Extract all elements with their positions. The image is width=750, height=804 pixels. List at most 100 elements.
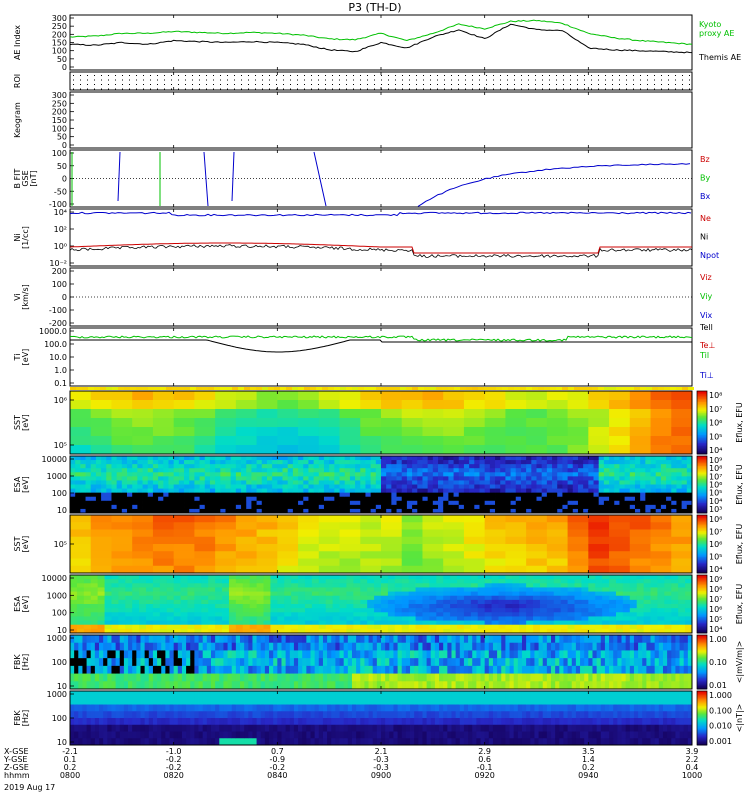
fbk-efield-cell — [244, 635, 249, 643]
esa-ion-cell — [436, 596, 443, 601]
fbk-efield-cell — [443, 681, 448, 689]
esa-electron-cell — [179, 497, 185, 501]
esa-ion-cell — [340, 612, 347, 617]
esa-electron-cell — [360, 476, 366, 480]
esa-electron-cell — [293, 468, 299, 472]
esa-electron-cell — [205, 456, 211, 460]
esa-electron-cell — [158, 472, 164, 476]
sst-ion-cell — [257, 530, 278, 538]
sst-ion-cell — [485, 537, 506, 545]
fbk-efield-cell — [232, 666, 237, 674]
esa-electron-cell — [355, 460, 361, 464]
roi-dot — [122, 84, 123, 85]
esa-electron-cell — [153, 464, 159, 468]
sst-ion-cell — [609, 515, 630, 523]
roi-dot — [570, 80, 571, 81]
fbk-efield-cell — [493, 658, 498, 666]
esa-ion-cell — [644, 625, 651, 630]
fbk-efield-cell — [140, 650, 145, 658]
esa-electron-cell — [656, 489, 662, 493]
sst-ion-cell — [671, 544, 692, 552]
sst-electron-cell — [526, 400, 547, 409]
esa-ion-cell — [623, 587, 630, 592]
esa-electron-cell — [552, 456, 558, 460]
esa-electron-cell — [288, 497, 294, 501]
esa-ion-cell — [340, 608, 347, 613]
fbk-efield-cell — [485, 658, 490, 666]
esa-electron-cell — [220, 456, 226, 460]
sst-ion-cell — [526, 551, 547, 559]
esa-ion-cell — [167, 600, 174, 605]
esa-electron-cell — [350, 505, 356, 509]
esa-electron-cell — [381, 456, 387, 460]
esa-ion-cell — [236, 616, 243, 621]
esa-ion-cell — [540, 583, 547, 588]
esa-electron-cell — [562, 485, 568, 489]
esa-ion-cell — [554, 621, 561, 626]
fbk-efield-cell — [157, 666, 162, 674]
esa-ion-cell — [215, 587, 222, 592]
roi-dot — [353, 84, 354, 85]
esa-electron-cell — [412, 456, 418, 460]
flag-cell — [634, 387, 640, 390]
fbk-efield-cell — [194, 681, 199, 689]
esa-electron-cell — [573, 460, 579, 464]
sst-ion-cell — [588, 551, 609, 559]
sst-ion-cell — [443, 544, 464, 552]
roi-dot — [661, 84, 662, 85]
esa-ion-cell — [70, 600, 77, 605]
fbk-efield-cell — [530, 643, 535, 651]
esa-electron-cell — [303, 472, 309, 476]
fbk-efield-cell — [352, 635, 357, 643]
flag-cell — [310, 387, 316, 390]
esa-ion-cell — [305, 616, 312, 621]
roi-dot — [171, 89, 172, 90]
roi-dot — [528, 89, 529, 90]
fbk-efield-cell — [510, 643, 515, 651]
roi-dot — [514, 75, 515, 76]
esa-ion-cell — [554, 612, 561, 617]
esa-electron-cell — [645, 493, 651, 497]
sst-ion-cell — [298, 537, 319, 545]
esa-electron-cell — [220, 480, 226, 484]
esa-ion-cell — [609, 625, 616, 630]
fbk-efield-cell — [481, 674, 486, 682]
esa-ion-cell — [637, 579, 644, 584]
esa-ion-cell — [77, 604, 84, 609]
esa-electron-cell — [469, 460, 475, 464]
fbk-efield-cell — [149, 681, 154, 689]
fbk-efield-cell — [427, 674, 432, 682]
esa-ion-cell — [471, 616, 478, 621]
sst-ion-cell — [340, 559, 361, 567]
esa-electron-cell — [122, 460, 128, 464]
esa-electron-cell — [537, 505, 543, 509]
fbk-efield-cell — [460, 658, 465, 666]
esa-electron-cell — [433, 456, 439, 460]
esa-electron-cell — [111, 464, 117, 468]
fbk-efield-cell — [306, 681, 311, 689]
flag-cell — [298, 387, 304, 390]
sst-electron-cell — [174, 427, 195, 436]
esa-electron-cell — [132, 476, 138, 480]
esa-electron-cell — [127, 480, 133, 484]
esa-electron-cell — [583, 464, 589, 468]
esa-electron-cell — [75, 485, 81, 489]
esa-electron-cell — [469, 497, 475, 501]
fbk-efield-cell — [505, 674, 510, 682]
esa-electron-cell — [381, 497, 387, 501]
fbk-efield-cell — [406, 650, 411, 658]
esa-electron-cell — [262, 501, 268, 505]
sst-ion-cell — [111, 530, 132, 538]
esa-ion-cell — [277, 612, 284, 617]
esa-ion-cell — [498, 612, 505, 617]
esa-ion-cell — [436, 621, 443, 626]
sst-electron-cell — [609, 409, 630, 418]
esa-ion-cell — [436, 592, 443, 597]
fbk-efield-cell — [174, 674, 179, 682]
esa-electron-cell — [345, 501, 351, 505]
fbk-efield-cell — [534, 635, 539, 643]
esa-electron-cell — [163, 497, 169, 501]
esa-ion-cell — [644, 621, 651, 626]
esa-ion-cell — [360, 596, 367, 601]
esa-electron-cell — [479, 464, 485, 468]
